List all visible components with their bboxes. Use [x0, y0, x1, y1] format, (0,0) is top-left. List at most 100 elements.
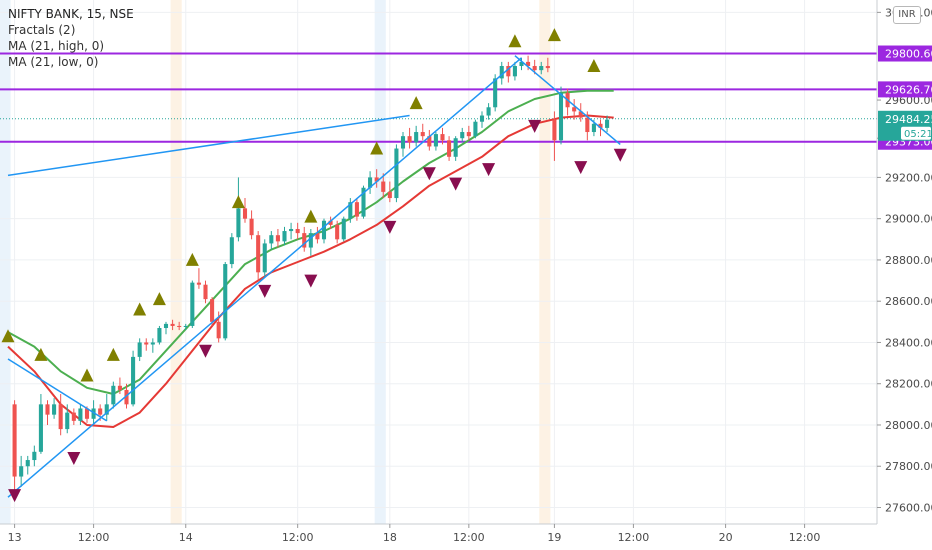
- candle: [58, 394, 63, 436]
- grid-lines: [0, 0, 877, 524]
- candle-body: [71, 412, 76, 421]
- candle: [354, 198, 359, 221]
- candle-body: [506, 66, 511, 77]
- candle-body: [196, 282, 201, 285]
- fractal-up-marker: [231, 195, 245, 209]
- time-tick-label: 18: [383, 531, 397, 544]
- candle-body: [12, 404, 17, 477]
- fractal-up-marker: [409, 96, 423, 110]
- candle: [150, 338, 155, 353]
- symbol-title[interactable]: NIFTY BANK, 15, NSE: [8, 7, 134, 21]
- candle-body: [84, 408, 90, 419]
- candle-body: [223, 264, 228, 339]
- candle: [170, 319, 175, 331]
- candle: [275, 228, 280, 248]
- price-tick-label: 27600.00: [885, 501, 932, 514]
- candle: [558, 86, 564, 145]
- candle-body: [295, 228, 300, 234]
- candle-body: [170, 323, 175, 326]
- fractal-down-marker: [258, 284, 272, 298]
- candle: [295, 222, 300, 240]
- currency-badge[interactable]: INR: [893, 6, 921, 24]
- candle: [400, 132, 406, 157]
- candle: [348, 198, 353, 223]
- candle-body: [282, 231, 287, 242]
- session-band: [0, 0, 11, 524]
- candle-body: [124, 389, 129, 405]
- indicator-ma-high[interactable]: MA (21, high, 0): [8, 39, 105, 53]
- candle-body: [400, 136, 406, 149]
- candle-body: [598, 123, 603, 128]
- candle-body: [45, 404, 50, 415]
- price-tick-label: 29000.00: [885, 213, 932, 226]
- fractal-up-marker: [370, 141, 384, 155]
- fractal-up-marker: [34, 347, 48, 361]
- candle-body: [262, 243, 267, 273]
- candle-body: [558, 92, 564, 141]
- candle-body: [591, 123, 596, 133]
- fractal-down-marker: [383, 220, 397, 234]
- candle: [519, 57, 524, 71]
- candle: [506, 61, 511, 83]
- price-tick-label: 28000.00: [885, 419, 932, 432]
- trendline: [7, 57, 522, 498]
- candle: [269, 231, 274, 250]
- candle: [137, 338, 142, 362]
- candle-body: [269, 235, 274, 244]
- fractal-down-marker: [8, 489, 22, 503]
- candle-body: [381, 181, 386, 192]
- fractal-up-marker: [80, 368, 94, 382]
- candle-body: [486, 107, 491, 116]
- fractal-down-marker: [422, 167, 436, 181]
- candle: [460, 127, 465, 143]
- time-tick-label: 12:00: [282, 531, 314, 544]
- candle-body: [58, 404, 63, 430]
- candle: [203, 280, 208, 304]
- indicator-ma-low[interactable]: MA (21, low, 0): [8, 55, 99, 69]
- candle: [32, 445, 37, 467]
- candle: [249, 210, 254, 240]
- indicator-fractals[interactable]: Fractals (2): [8, 23, 76, 37]
- time-tick-label: 12:00: [618, 531, 650, 544]
- candle-body: [315, 233, 320, 240]
- candle: [473, 119, 478, 139]
- candle-body: [177, 325, 182, 327]
- candle: [420, 123, 425, 141]
- candle-body: [302, 233, 307, 248]
- time-tick-label: 20: [719, 531, 733, 544]
- candle-body: [91, 408, 96, 419]
- candle: [71, 408, 76, 425]
- candle: [539, 61, 544, 75]
- level-price-tag: [878, 81, 932, 98]
- candle: [111, 381, 116, 409]
- fractal-down-marker: [304, 274, 318, 288]
- candle-body: [532, 66, 537, 71]
- candle-body: [433, 134, 438, 147]
- candle-body: [368, 177, 373, 188]
- fractal-up-marker: [587, 59, 601, 73]
- ma-low-line: [7, 114, 614, 428]
- candle: [341, 216, 346, 242]
- trendline: [7, 114, 410, 177]
- candle: [335, 220, 340, 244]
- candle-body: [289, 228, 294, 232]
- candle: [104, 394, 109, 421]
- candle-body: [539, 66, 544, 71]
- candle-body: [440, 134, 445, 141]
- candle-body: [447, 140, 452, 157]
- candle: [321, 218, 327, 244]
- candle: [499, 61, 504, 85]
- candle-body: [150, 342, 155, 345]
- candle-body: [407, 136, 412, 143]
- candle-body: [163, 323, 169, 329]
- candle: [65, 404, 70, 434]
- time-tick-label: 12:00: [78, 531, 110, 544]
- candle-body: [519, 61, 524, 67]
- fractal-up-marker: [1, 329, 15, 343]
- candle: [144, 338, 149, 351]
- candle: [45, 400, 50, 425]
- candle: [552, 111, 557, 161]
- time-tick-label: 12:00: [789, 531, 821, 544]
